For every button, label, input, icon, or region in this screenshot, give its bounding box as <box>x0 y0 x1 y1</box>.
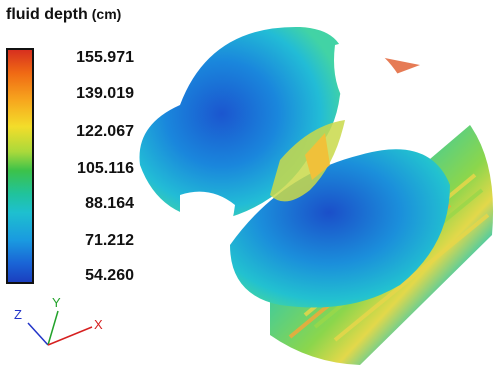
y-axis-label: Y <box>52 295 61 310</box>
z-axis-line <box>27 322 49 346</box>
lower-surface <box>230 149 450 308</box>
tick-label: 88.164 <box>85 195 134 212</box>
axis-triad-icon: Z Y X <box>14 295 103 346</box>
color-scale-ticks: 155.971 139.019 122.067 105.116 88.164 7… <box>44 48 134 284</box>
color-scale-bar <box>6 48 34 284</box>
fluid-depth-render <box>139 26 494 365</box>
tick-label: 105.116 <box>77 160 134 177</box>
legend-title: fluid depth (cm) <box>6 6 121 24</box>
legend-title-text: fluid depth <box>6 6 88 23</box>
z-axis-label: Z <box>14 307 22 322</box>
tick-label: 54.260 <box>85 267 134 284</box>
void-left <box>180 191 235 265</box>
high-depth-patch <box>305 133 330 180</box>
legend-unit: (cm) <box>91 6 122 22</box>
x-axis-line <box>47 326 93 346</box>
tick-label: 122.067 <box>76 123 134 140</box>
tick-label: 139.019 <box>76 85 134 102</box>
tick-label: 155.971 <box>76 49 134 66</box>
void-top <box>334 42 409 124</box>
tick-label: 71.212 <box>85 232 134 249</box>
y-axis-line <box>47 310 59 346</box>
x-axis-label: X <box>94 317 103 332</box>
